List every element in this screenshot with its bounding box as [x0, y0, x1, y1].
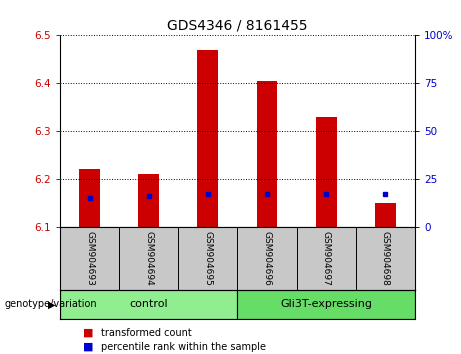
Title: GDS4346 / 8161455: GDS4346 / 8161455 [167, 19, 307, 33]
Text: GSM904698: GSM904698 [381, 231, 390, 286]
Text: GSM904697: GSM904697 [322, 231, 331, 286]
Bar [237, 290, 415, 319]
Bar [138, 174, 159, 227]
Text: GSM904695: GSM904695 [203, 231, 213, 286]
Bar [257, 81, 278, 227]
Text: percentile rank within the sample: percentile rank within the sample [101, 342, 266, 352]
Text: GSM904693: GSM904693 [85, 231, 94, 286]
Text: GSM904696: GSM904696 [262, 231, 272, 286]
Text: control: control [130, 299, 168, 309]
Bar [79, 169, 100, 227]
Bar [197, 50, 218, 227]
Text: genotype/variation: genotype/variation [5, 299, 97, 309]
Text: ■: ■ [83, 328, 94, 338]
Text: Gli3T-expressing: Gli3T-expressing [280, 299, 372, 309]
Bar [316, 116, 337, 227]
Bar [375, 202, 396, 227]
Text: ■: ■ [83, 342, 94, 352]
Text: GSM904694: GSM904694 [144, 231, 153, 286]
Text: transformed count: transformed count [101, 328, 192, 338]
Bar [60, 290, 237, 319]
Text: ▶: ▶ [48, 299, 55, 309]
